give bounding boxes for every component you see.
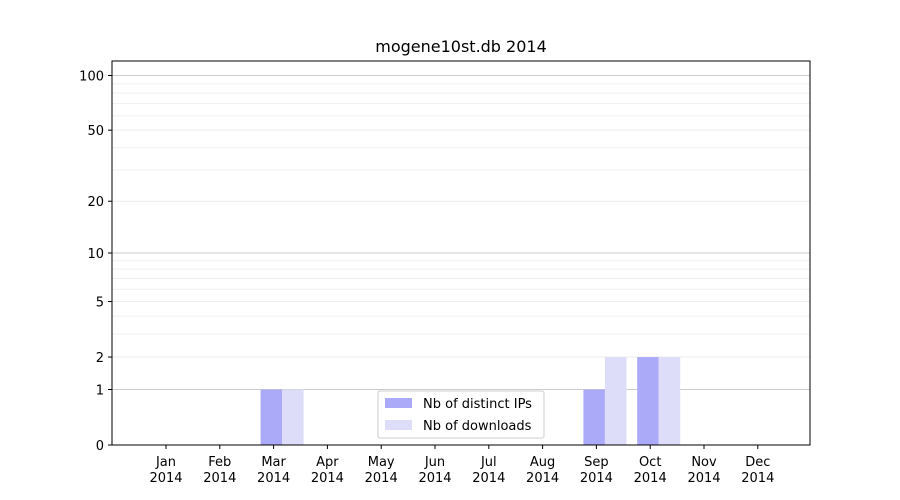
x-tick-label-year: 2014 (418, 471, 451, 486)
legend-swatch-distinct-ips (385, 398, 412, 408)
legend-box (377, 390, 545, 439)
legend-label-distinct-ips: Nb of distinct IPs (423, 397, 532, 412)
x-tick-label-year: 2014 (472, 471, 505, 486)
grid-lines (112, 74, 810, 390)
x-tick-label-year: 2014 (526, 471, 559, 486)
bar-downloads-oct (658, 357, 681, 445)
bar-distinct-ips-oct (637, 357, 659, 445)
legend: Nb of distinct IPs Nb of downloads (377, 390, 545, 439)
x-tick-label-month: Mar (261, 455, 286, 470)
x-tick-label-year: 2014 (634, 471, 667, 486)
x-tick-label-year: 2014 (741, 471, 774, 486)
y-tick-label: 1 (96, 383, 104, 398)
x-tick-label-month: Dec (745, 455, 770, 470)
bars (260, 357, 681, 445)
y-tick-label: 20 (87, 195, 104, 210)
bar-distinct-ips-sep (583, 389, 605, 445)
x-axis: Jan2014Feb2014Mar2014Apr2014May2014Jun20… (149, 445, 774, 486)
x-tick-label-month: Feb (208, 455, 231, 470)
bar-downloads-sep (604, 357, 627, 445)
legend-label-downloads: Nb of downloads (423, 419, 532, 434)
x-tick-label-year: 2014 (257, 471, 290, 486)
x-tick-label-year: 2014 (149, 471, 182, 486)
x-tick-label-year: 2014 (203, 471, 236, 486)
y-tick-label: 50 (87, 124, 104, 139)
chart-title: mogene10st.db 2014 (375, 37, 547, 56)
x-tick-label-month: Jul (480, 455, 497, 470)
x-tick-label-year: 2014 (311, 471, 344, 486)
x-tick-label-month: Nov (691, 455, 717, 470)
x-tick-label-year: 2014 (687, 471, 720, 486)
x-tick-label-month: Oct (639, 455, 661, 470)
x-tick-label-month: Sep (584, 455, 609, 470)
x-tick-label-month: May (368, 455, 395, 470)
x-tick-label-month: Jan (155, 455, 176, 470)
y-tick-label: 100 (79, 69, 104, 84)
x-tick-label-year: 2014 (365, 471, 398, 486)
bar-downloads-mar (282, 389, 304, 445)
x-tick-label-month: Jun (424, 455, 445, 470)
x-tick-label-month: Aug (530, 455, 555, 470)
x-tick-label-year: 2014 (580, 471, 613, 486)
y-tick-label: 10 (87, 247, 104, 262)
legend-swatch-downloads (385, 420, 412, 430)
y-axis: 0 1 2 5 10 20 50 100 (79, 69, 112, 454)
y-tick-label: 2 (96, 351, 104, 366)
x-tick-label-month: Apr (316, 455, 339, 470)
y-tick-label: 0 (96, 439, 104, 454)
y-tick-label: 5 (96, 296, 104, 311)
bar-distinct-ips-mar (260, 389, 283, 445)
